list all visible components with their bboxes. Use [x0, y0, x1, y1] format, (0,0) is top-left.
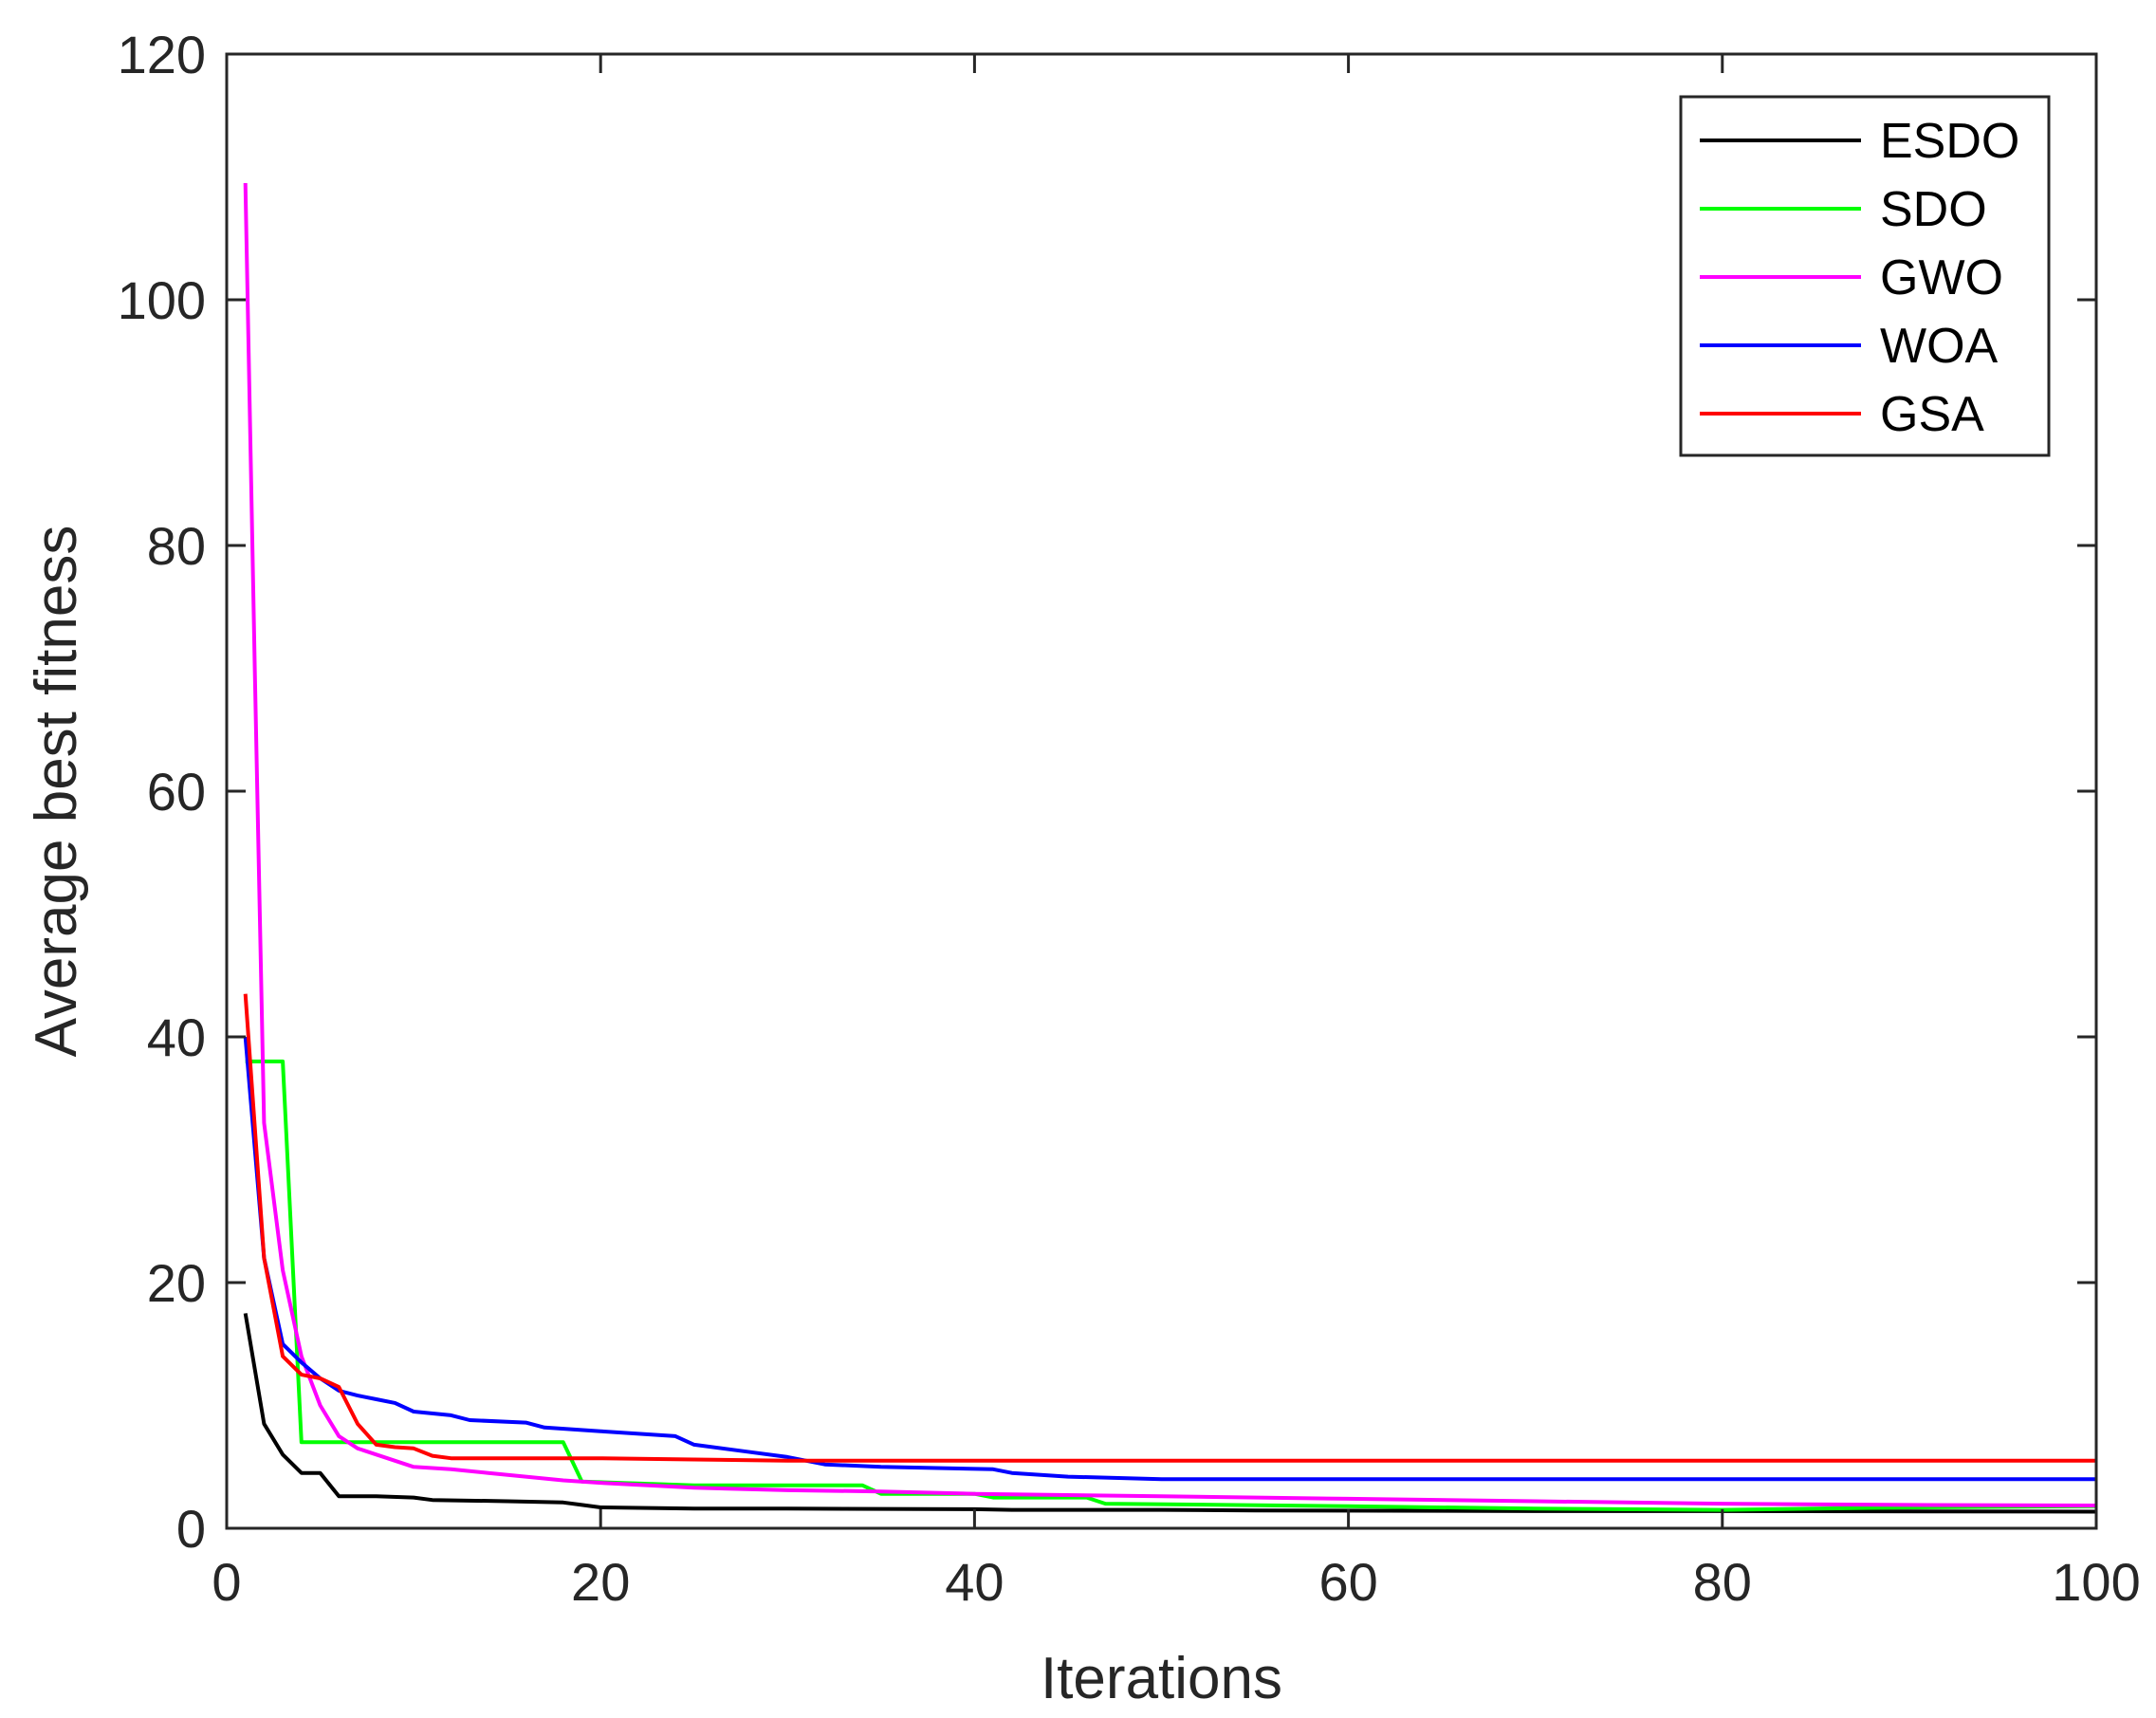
series-line-woa — [243, 1036, 2096, 1482]
x-tick-label: 80 — [1693, 1552, 1752, 1612]
tick-layer: 0 20 40 60 80 100 0 20 40 60 80 100 120 — [118, 25, 2141, 1612]
y-tick-label: 0 — [176, 1499, 206, 1559]
x-axis-label: Iterations — [1041, 1646, 1282, 1711]
x-tick-label: 0 — [212, 1552, 241, 1612]
y-tick-label: 60 — [147, 762, 206, 822]
y-tick-label: 20 — [147, 1253, 206, 1313]
x-tick-label: 40 — [945, 1552, 1004, 1612]
legend-label-gwo: GWO — [1880, 250, 2003, 305]
x-tick-label: 100 — [2052, 1552, 2140, 1612]
y-tick-label: 40 — [147, 1007, 206, 1067]
x-tick-label: 20 — [571, 1552, 630, 1612]
legend-label-esdo: ESDO — [1880, 114, 2019, 169]
y-axis-label: Average best fitness — [24, 526, 89, 1058]
y-tick-label: 80 — [147, 516, 206, 576]
series-layer — [243, 182, 2097, 1514]
series-line-gsa — [243, 993, 2096, 1463]
x-tick-label: 60 — [1318, 1552, 1377, 1612]
y-tick-label: 100 — [118, 270, 206, 330]
legend-label-woa: WOA — [1880, 319, 1999, 374]
series-line-esdo — [243, 1313, 2097, 1514]
legend: ESDO SDO GWO WOA GSA — [1679, 95, 2051, 457]
y-tick-label: 120 — [118, 25, 206, 84]
legend-label-sdo: SDO — [1880, 182, 1987, 237]
legend-label-gsa: GSA — [1880, 387, 1984, 442]
